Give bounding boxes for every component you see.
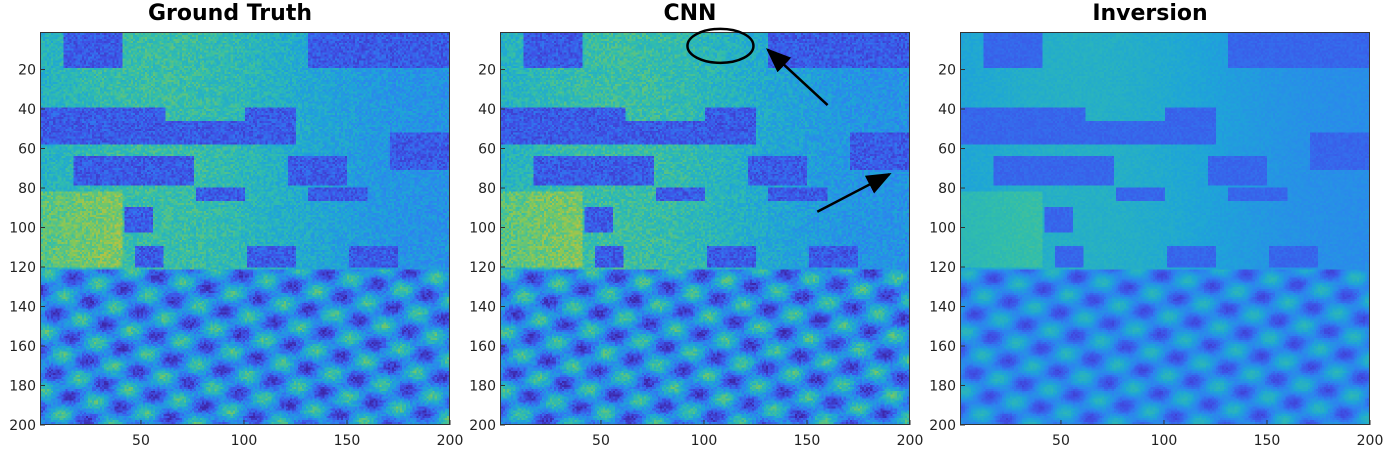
y-tick-label: 120 xyxy=(9,260,36,276)
y-tick-label: 60 xyxy=(938,142,956,158)
heatmap-image xyxy=(41,33,449,424)
heatmap-area xyxy=(40,32,450,425)
x-tick-label: 100 xyxy=(231,433,258,449)
y-tick-label: 200 xyxy=(469,418,496,434)
x-tick-label: 100 xyxy=(1151,433,1178,449)
x-tick-label: 100 xyxy=(691,433,718,449)
y-tick-label: 160 xyxy=(929,339,956,355)
y-tick-label: 60 xyxy=(18,142,36,158)
heatmap-image xyxy=(501,33,909,424)
y-tick-label: 140 xyxy=(9,300,36,316)
y-tick-label: 180 xyxy=(469,379,496,395)
y-tick-label: 160 xyxy=(9,339,36,355)
x-tick-label: 150 xyxy=(1254,433,1281,449)
y-tick-label: 100 xyxy=(929,221,956,237)
panel-inversion: Inversion 20 40 60 80 100 120 140 160 180 200 50 10… xyxy=(920,0,1383,451)
y-tick-label: 160 xyxy=(469,339,496,355)
x-tick-label: 150 xyxy=(794,433,821,449)
chart-title: Inversion xyxy=(1092,1,1208,26)
heatmap-area xyxy=(960,32,1370,425)
heatmap-area xyxy=(500,32,910,425)
y-tick-label: 60 xyxy=(478,142,496,158)
x-tick-label: 200 xyxy=(897,433,924,449)
annotation-arrow xyxy=(816,173,892,213)
y-tick-label: 180 xyxy=(929,379,956,395)
x-tick-label: 50 xyxy=(592,433,610,449)
y-tick-label: 180 xyxy=(9,379,36,395)
panel-ground-truth: Ground Truth 20 40 60 80 100 120 140 160 180 200 5… xyxy=(0,0,463,451)
y-tick-label: 40 xyxy=(938,102,956,118)
y-tick-label: 80 xyxy=(938,181,956,197)
annotation-arrow xyxy=(766,48,829,106)
chart-title: Ground Truth xyxy=(147,1,313,26)
y-tick-label: 40 xyxy=(18,102,36,118)
y-tick-label: 140 xyxy=(469,300,496,316)
axes: 20 40 60 80 100 120 140 160 180 200 50 100 150 200 xyxy=(469,27,923,449)
y-tick-label: 100 xyxy=(469,221,496,237)
x-tick-label: 50 xyxy=(1052,433,1070,449)
y-tick-label: 140 xyxy=(929,300,956,316)
y-tick-label: 120 xyxy=(469,260,496,276)
heatmap-image xyxy=(961,33,1369,424)
y-tick-label: 80 xyxy=(478,181,496,197)
y-tick-label: 40 xyxy=(478,102,496,118)
x-tick-label: 150 xyxy=(334,433,361,449)
y-tick-label: 20 xyxy=(478,63,496,79)
y-tick-label: 20 xyxy=(18,63,36,79)
y-tick-label: 20 xyxy=(938,63,956,79)
chart-title: CNN xyxy=(663,1,717,26)
y-tick-label: 100 xyxy=(9,221,36,237)
y-tick-label: 200 xyxy=(929,418,956,434)
axes: 20 40 60 80 100 120 140 160 180 200 50 100 150 200 xyxy=(929,63,1383,449)
panel-cnn: CNN 20 40 60 80 100 120 140 160 180 200 50 100 150 20… xyxy=(460,0,923,451)
axes: 20 40 60 80 100 120 140 160 180 200 50 100 150 200 xyxy=(9,63,463,449)
x-tick-label: 50 xyxy=(132,433,150,449)
y-tick-label: 120 xyxy=(929,260,956,276)
y-tick-label: 80 xyxy=(18,181,36,197)
y-tick-label: 200 xyxy=(9,418,36,434)
x-tick-label: 200 xyxy=(1357,433,1384,449)
x-tick-label: 200 xyxy=(437,433,464,449)
annotation-ellipse xyxy=(686,27,755,65)
